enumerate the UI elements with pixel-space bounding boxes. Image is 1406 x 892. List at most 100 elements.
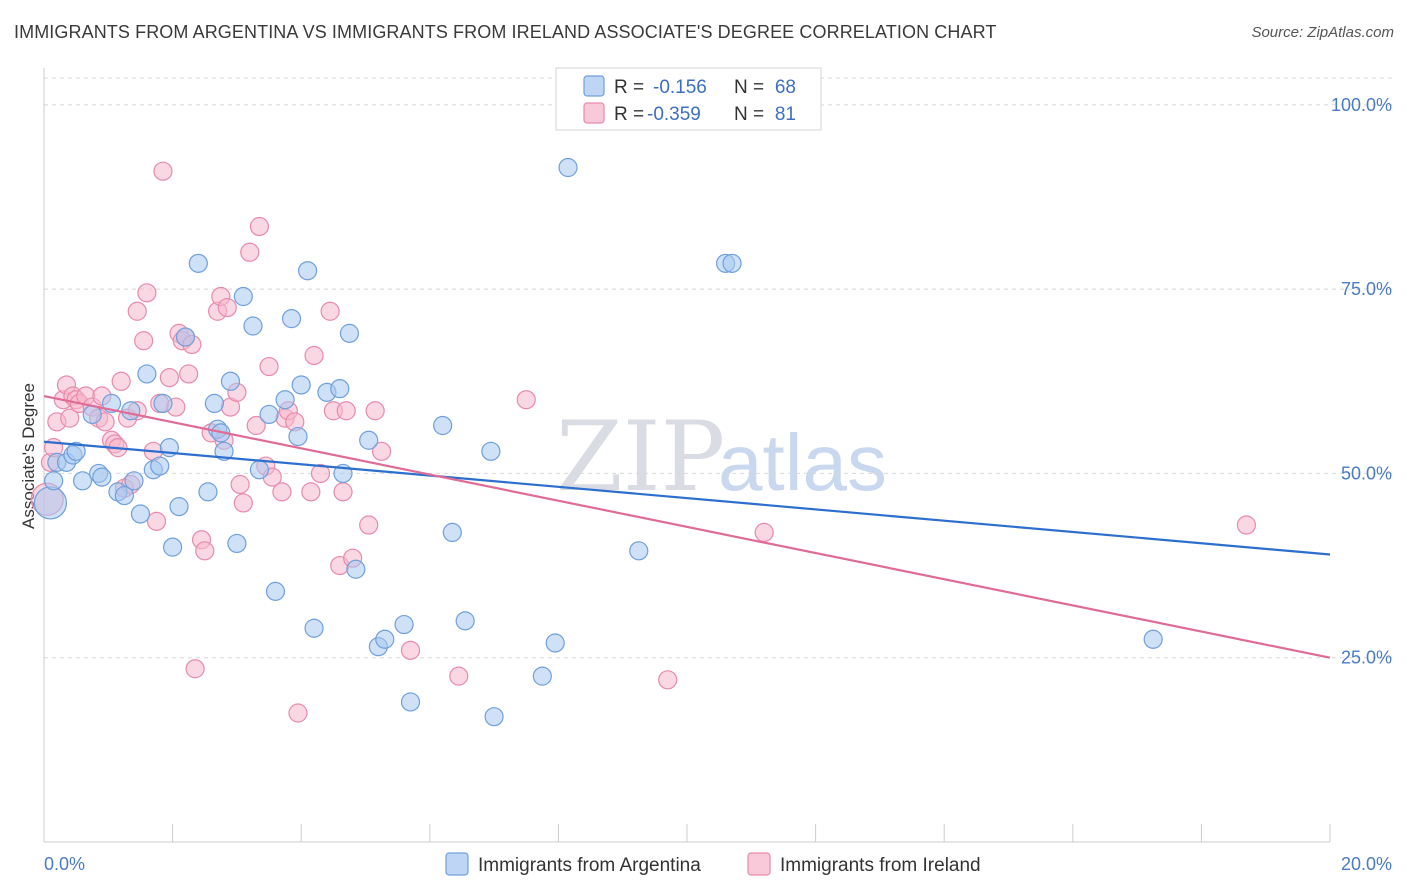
chart-source: Source: ZipAtlas.com xyxy=(1251,24,1394,41)
argentina-point-39 xyxy=(288,426,308,447)
x-tick-label-0: 0.0% xyxy=(44,854,85,874)
ireland-point-6 xyxy=(60,408,80,428)
ireland-point-27 xyxy=(146,511,167,531)
ireland-point-35 xyxy=(179,364,199,384)
argentina-point-64 xyxy=(1143,629,1163,649)
argentina-point-34 xyxy=(249,460,270,480)
argentina-point-1 xyxy=(44,471,64,491)
series-argentina-points xyxy=(33,157,1163,727)
ireland-point-72 xyxy=(400,640,421,660)
x-axis-ticks xyxy=(43,824,1331,842)
ireland-point-30 xyxy=(159,368,179,388)
legend-r-label-argentina: R = xyxy=(614,77,644,98)
ireland-point-61 xyxy=(304,345,324,366)
argentina-point-25 xyxy=(198,482,218,502)
ireland-point-51 xyxy=(249,216,270,237)
argentina-point-38 xyxy=(281,309,302,329)
argentina-point-60 xyxy=(558,157,578,178)
legend-n-label-ireland: N = xyxy=(734,104,764,125)
argentina-point-13 xyxy=(121,401,141,421)
argentina-point-19 xyxy=(153,393,173,413)
legend-swatch-ireland xyxy=(583,102,605,124)
argentina-point-15 xyxy=(130,504,151,524)
argentina-point-33 xyxy=(243,316,263,336)
argentina-point-22 xyxy=(169,497,189,517)
ireland-point-75 xyxy=(658,670,678,690)
argentina-point-53 xyxy=(433,415,453,436)
argentina-point-47 xyxy=(346,559,366,579)
y-tick-label-25: 25.0% xyxy=(1341,648,1392,668)
legend-n-value-ireland: 81 xyxy=(775,104,796,125)
ireland-point-73 xyxy=(449,666,469,686)
argentina-point-9 xyxy=(92,467,112,487)
argentina-point-40 xyxy=(291,375,311,395)
argentina-point-50 xyxy=(375,629,395,649)
ireland-point-48 xyxy=(233,493,253,513)
legend-r-value-argentina: -0.156 xyxy=(653,77,707,98)
argentina-point-63 xyxy=(722,253,742,273)
legend-n-label-argentina: N = xyxy=(734,77,764,98)
argentina-point-0 xyxy=(33,486,68,520)
ireland-point-67 xyxy=(336,401,356,421)
watermark-zip: ZIP xyxy=(556,401,725,513)
ireland-point-18 xyxy=(111,371,131,391)
watermark-atlas: atlas xyxy=(718,418,887,507)
ireland-point-55 xyxy=(272,482,292,502)
bottom-legend-swatch-ireland xyxy=(747,852,771,876)
argentina-point-61 xyxy=(629,541,649,561)
ireland-point-69 xyxy=(359,515,379,535)
ireland-point-71 xyxy=(371,441,392,461)
argentina-point-16 xyxy=(137,364,157,384)
ireland-point-24 xyxy=(134,331,154,351)
argentina-point-48 xyxy=(359,430,379,450)
bottom-legend: Immigrants from Argentina Immigrants fro… xyxy=(445,852,981,876)
ireland-point-53 xyxy=(259,356,279,377)
x-tick-label-1: 20.0% xyxy=(1341,854,1392,874)
legend-n-value-argentina: 68 xyxy=(775,77,796,98)
ireland-point-77 xyxy=(1236,515,1257,535)
argentina-point-23 xyxy=(175,327,196,347)
legend-swatch-argentina xyxy=(583,75,605,97)
ireland-point-63 xyxy=(320,301,340,321)
argentina-point-32 xyxy=(233,286,253,307)
argentina-point-59 xyxy=(545,633,565,653)
y-tick-label-75: 75.0% xyxy=(1341,279,1392,299)
ireland-point-29 xyxy=(153,161,173,181)
trendlines xyxy=(43,394,1331,659)
legend-r-value-ireland: -0.359 xyxy=(647,104,701,125)
gridlines xyxy=(44,77,1392,659)
ireland-point-66 xyxy=(333,482,353,502)
chart-title: IMMIGRANTS FROM ARGENTINA VS IMMIGRANTS … xyxy=(14,22,997,42)
y-tick-label-100: 100.0% xyxy=(1331,95,1392,115)
trendline-argentina xyxy=(43,440,1331,556)
bottom-legend-swatch-argentina xyxy=(445,852,469,876)
legend-r-label-ireland: R = xyxy=(614,104,644,125)
ireland-point-39 xyxy=(195,541,215,561)
y-tick-label-50: 50.0% xyxy=(1341,463,1392,483)
ireland-point-74 xyxy=(516,390,536,410)
ireland-point-37 xyxy=(185,659,205,679)
ireland-point-49 xyxy=(240,242,260,262)
ireland-point-44 xyxy=(217,297,237,318)
bottom-legend-label-argentina: Immigrants from Argentina xyxy=(478,855,701,876)
argentina-point-37 xyxy=(275,390,295,410)
argentina-point-29 xyxy=(214,441,234,461)
argentina-point-18 xyxy=(150,456,170,476)
argentina-point-44 xyxy=(330,379,350,399)
ireland-point-76 xyxy=(754,522,774,543)
ireland-point-59 xyxy=(288,703,308,723)
trendline-ireland xyxy=(43,394,1331,659)
argentina-point-26 xyxy=(204,393,224,413)
ireland-point-25 xyxy=(137,283,157,303)
argentina-point-52 xyxy=(400,692,421,712)
argentina-point-55 xyxy=(455,611,475,631)
ireland-point-70 xyxy=(365,401,385,421)
watermark: ZIP atlas xyxy=(556,401,887,513)
argentina-point-30 xyxy=(220,371,241,391)
argentina-point-12 xyxy=(114,485,134,506)
argentina-point-57 xyxy=(484,707,504,727)
argentina-point-51 xyxy=(394,614,414,635)
argentina-point-6 xyxy=(72,471,93,491)
argentina-point-14 xyxy=(124,471,144,491)
ireland-point-23 xyxy=(127,301,147,321)
